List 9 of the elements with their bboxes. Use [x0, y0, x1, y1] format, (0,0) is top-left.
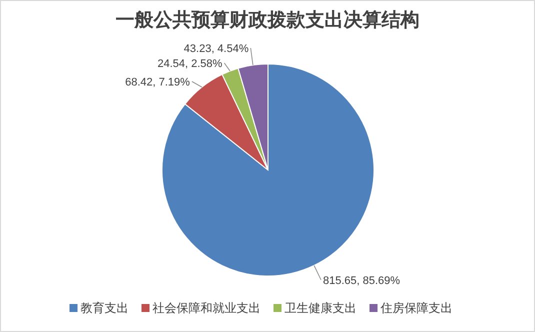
data-label: 68.42, 7.19% [125, 76, 190, 89]
chart-title: 一般公共预算财政拨款支出决算结构 [116, 9, 420, 31]
legend-label: 卫生健康支出 [284, 301, 356, 315]
legend-label: 教育支出 [80, 301, 128, 315]
data-label: 43.23, 4.54% [184, 43, 249, 55]
legend-label: 住房保障支出 [380, 301, 452, 315]
data-label: 815.65, 85.69% [323, 274, 400, 287]
data-label: 24.54, 2.58% [157, 58, 222, 70]
legend-label: 社会保障和就业支出 [152, 301, 260, 315]
